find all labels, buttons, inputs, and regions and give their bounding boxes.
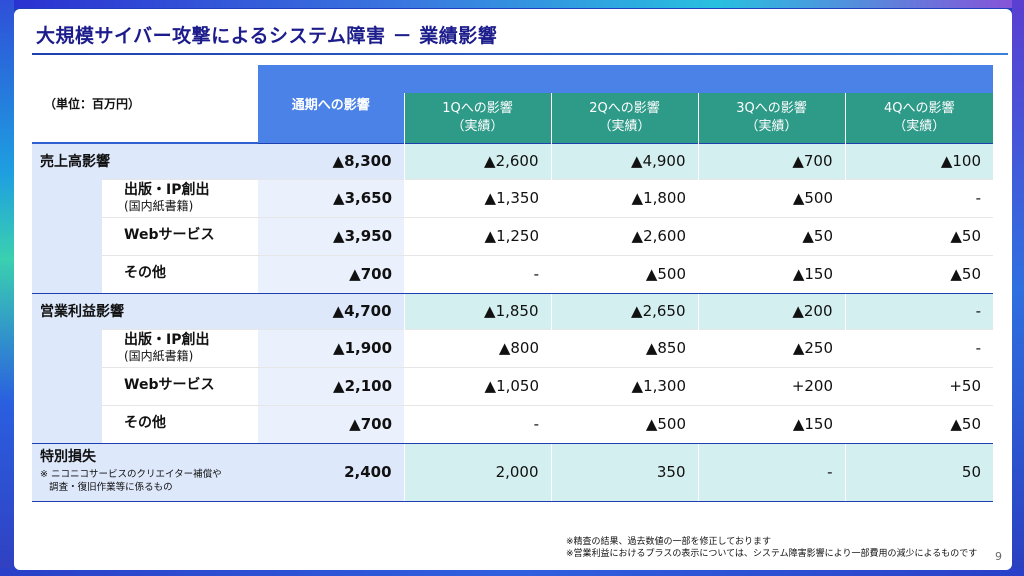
q3-value: ▲150 <box>698 404 846 443</box>
row-label: その他 <box>102 404 259 443</box>
table-row-special-loss: 特別損失 ※ ニコニコサービスのクリエイター補償や 調査・復旧作業等に係るもの … <box>32 442 994 502</box>
q2-value: ▲850 <box>551 328 699 367</box>
q1-header: 1Qへの影響 （実績） <box>403 93 552 143</box>
profit-impact-q3: ▲200 <box>697 292 846 329</box>
q1-value: - <box>404 254 552 293</box>
sales-impact-q3: ▲700 <box>697 142 846 179</box>
table-row-profit-web: Webサービス ▲2,100 ▲1,050 ▲1,300 +200 +50 <box>32 366 994 405</box>
q2-value: ▲500 <box>551 254 699 293</box>
q2-value: ▲1,800 <box>551 178 699 217</box>
q4-value: ▲50 <box>845 216 994 255</box>
header-band <box>404 65 994 93</box>
sales-impact-label: 売上高影響 <box>32 142 259 179</box>
page-number: 9 <box>995 550 1002 563</box>
row-label: 出版・IP創出 (国内紙書籍) <box>102 328 259 367</box>
special-loss-q3: - <box>697 442 846 502</box>
fy-value: ▲1,900 <box>258 328 405 367</box>
table-row-sales-publishing: 出版・IP創出 (国内紙書籍) ▲3,650 ▲1,350 ▲1,800 ▲500… <box>32 178 994 217</box>
table-row-sales-other: その他 ▲700 - ▲500 ▲150 ▲50 <box>32 254 994 293</box>
q3-value: ▲500 <box>698 178 846 217</box>
fy-header: 通期への影響 <box>258 65 405 143</box>
q1-value: - <box>404 404 552 443</box>
sales-impact-q1: ▲2,600 <box>403 142 552 179</box>
profit-impact-q2: ▲2,650 <box>550 292 699 329</box>
profit-impact-fy: ▲4,700 <box>258 292 405 329</box>
q4-value: - <box>845 178 994 217</box>
decorative-left-strip <box>0 0 14 576</box>
impact-table: （単位：百万円） 通期への影響 1Qへの影響 （実績） 2Qへの影響 （実績） 3Q… <box>32 65 994 502</box>
q2-header: 2Qへの影響 （実績） <box>550 93 699 143</box>
footnote: ※精査の結果、過去数値の一部を修正しております <box>566 537 772 547</box>
q1-value: ▲1,050 <box>404 366 552 405</box>
row-label: Webサービス <box>102 366 259 405</box>
title-underline <box>32 53 1008 55</box>
sales-impact-fy: ▲8,300 <box>258 142 405 179</box>
q4-value: ▲50 <box>845 254 994 293</box>
footnotes: ※精査の結果、過去数値の一部を修正しております ※営業利益におけるプラスの表示に… <box>566 536 977 560</box>
q4-value: +50 <box>845 366 994 405</box>
q1-value: ▲1,350 <box>404 178 552 217</box>
profit-impact-q1: ▲1,850 <box>403 292 552 329</box>
q3-header: 3Qへの影響 （実績） <box>697 93 846 143</box>
page-title: 大規模サイバー攻撃によるシステム障害 － 業績影響 <box>36 25 498 47</box>
slide: 大規模サイバー攻撃によるシステム障害 － 業績影響 （単位：百万円） 通期への影… <box>14 9 1012 570</box>
profit-impact-q4: - <box>844 292 994 329</box>
fy-value: ▲700 <box>258 404 405 443</box>
q3-value: ▲250 <box>698 328 846 367</box>
sales-impact-q4: ▲100 <box>844 142 994 179</box>
table-row-sales-total: 売上高影響 ▲8,300 ▲2,600 ▲4,900 ▲700 ▲100 <box>32 142 994 179</box>
sales-impact-q2: ▲4,900 <box>550 142 699 179</box>
q4-value: ▲50 <box>845 404 994 443</box>
special-loss-q2: 350 <box>550 442 699 502</box>
table-row-profit-publishing: 出版・IP創出 (国内紙書籍) ▲1,900 ▲800 ▲850 ▲250 - <box>32 328 994 367</box>
decorative-top-strip <box>0 0 1024 8</box>
row-label: Webサービス <box>102 216 259 255</box>
q2-value: ▲500 <box>551 404 699 443</box>
q3-value: ▲50 <box>698 216 846 255</box>
special-loss-label: 特別損失 ※ ニコニコサービスのクリエイター補償や 調査・復旧作業等に係るもの <box>32 442 259 502</box>
fy-value: ▲700 <box>258 254 405 293</box>
unit-label: （単位：百万円） <box>32 65 259 144</box>
q4-value: - <box>845 328 994 367</box>
row-label: 出版・IP創出 (国内紙書籍) <box>102 178 259 217</box>
footnote: ※営業利益におけるプラスの表示については、システム障害影響により一部費用の減少に… <box>566 549 978 560</box>
q1-value: ▲800 <box>404 328 552 367</box>
special-loss-note: ※ ニコニコサービスのクリエイター補償や 調査・復旧作業等に係るもの <box>40 469 222 494</box>
table-row-profit-total: 営業利益影響 ▲4,700 ▲1,850 ▲2,650 ▲200 - <box>32 292 994 329</box>
decorative-bottom-strip <box>0 568 1024 576</box>
q1-value: ▲1,250 <box>404 216 552 255</box>
q2-value: ▲2,600 <box>551 216 699 255</box>
row-label: その他 <box>102 254 259 293</box>
special-loss-fy: 2,400 <box>258 442 405 502</box>
fy-value: ▲3,950 <box>258 216 405 255</box>
special-loss-q4: 50 <box>844 442 994 502</box>
table-row-profit-other: その他 ▲700 - ▲500 ▲150 ▲50 <box>32 404 994 443</box>
q3-value: ▲150 <box>698 254 846 293</box>
profit-impact-label: 営業利益影響 <box>32 292 259 329</box>
q4-header: 4Qへの影響 （実績） <box>844 93 994 143</box>
q3-value: +200 <box>698 366 846 405</box>
decorative-right-strip <box>1012 0 1024 576</box>
special-loss-q1: 2,000 <box>403 442 552 502</box>
q2-value: ▲1,300 <box>551 366 699 405</box>
fy-value: ▲3,650 <box>258 178 405 217</box>
table-row-sales-web: Webサービス ▲3,950 ▲1,250 ▲2,600 ▲50 ▲50 <box>32 216 994 255</box>
fy-value: ▲2,100 <box>258 366 405 405</box>
